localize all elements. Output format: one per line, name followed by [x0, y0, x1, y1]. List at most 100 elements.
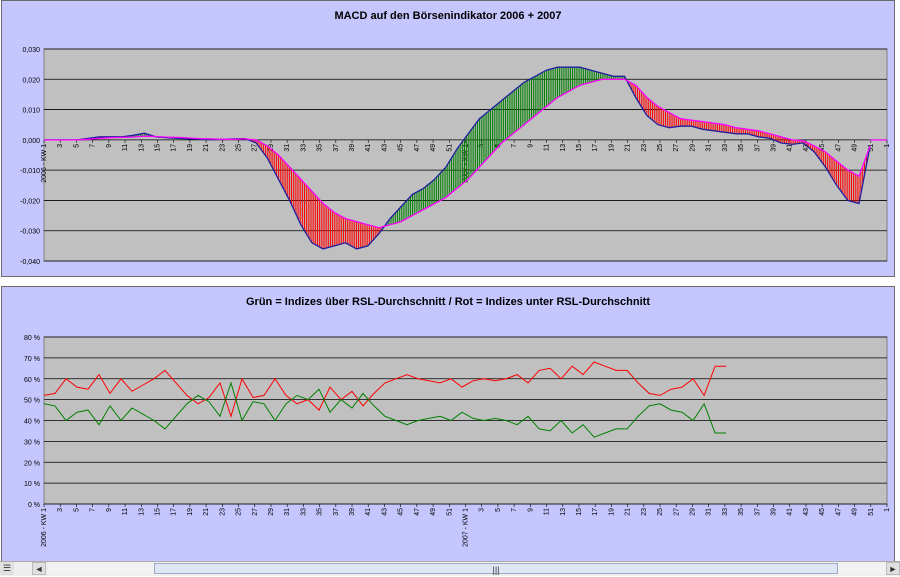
horizontal-scrollbar[interactable]: ☰ ◄ ||| ►	[0, 561, 900, 576]
x-tick-label: 35	[317, 144, 324, 152]
x-tick-label: 9	[527, 508, 534, 512]
y-tick-label: 50 %	[24, 398, 40, 405]
x-tick-label: 35	[317, 508, 324, 516]
x-tick-label: 39	[349, 508, 356, 516]
x-tick-label: 51	[868, 144, 875, 152]
x-tick-label: 23	[219, 144, 226, 152]
x-tick-label: 7	[90, 508, 97, 512]
x-tick-label: 37	[333, 508, 340, 516]
x-tick-label: 15	[154, 508, 161, 516]
x-tick-label: 39	[771, 144, 778, 152]
x-tick-label: 3	[479, 508, 486, 512]
x-tick-label: 31	[706, 508, 713, 516]
x-tick-label: 35	[738, 508, 745, 516]
x-tick-label: 19	[608, 144, 615, 152]
sheet-icon[interactable]: ☰	[0, 562, 14, 575]
scroll-thumb[interactable]: |||	[154, 563, 838, 575]
x-tick-label: 2007 - KW 1	[463, 508, 470, 547]
x-tick-label: 21	[625, 144, 632, 152]
x-tick-label: 31	[284, 508, 291, 516]
x-tick-label: 29	[689, 508, 696, 516]
x-tick-label: 5	[73, 144, 80, 148]
x-tick-label: 7	[511, 508, 518, 512]
x-tick-label: 23	[641, 144, 648, 152]
y-tick-label: 0,010	[22, 108, 40, 115]
x-tick-label: 33	[722, 508, 729, 516]
x-tick-label: 1	[884, 144, 891, 148]
x-tick-label: 13	[560, 144, 567, 152]
x-tick-label: 9	[527, 144, 534, 148]
x-tick-label: 41	[787, 508, 794, 516]
x-tick-label: 27	[673, 144, 680, 152]
x-tick-label: 43	[803, 144, 810, 152]
rsl-chart-title: Grün = Indizes über RSL-Durchschnitt / R…	[246, 296, 650, 308]
y-tick-label: 30 %	[24, 439, 40, 446]
x-tick-label: 43	[381, 508, 388, 516]
x-tick-label: 11	[122, 508, 129, 515]
x-tick-label: 7	[90, 144, 97, 148]
x-tick-label: 47	[835, 508, 842, 516]
x-tick-label: 7	[511, 144, 518, 148]
x-tick-label: 41	[365, 144, 372, 152]
series-line-0	[43, 361, 727, 418]
x-tick-label: 5	[73, 508, 80, 512]
x-tick-label: 47	[835, 144, 842, 152]
x-tick-label: 9	[106, 144, 113, 148]
y-tick-label: 0,020	[22, 77, 40, 84]
x-tick-label: 47	[414, 508, 421, 516]
x-tick-label: 45	[819, 508, 826, 516]
x-tick-label: 11	[122, 144, 129, 151]
x-tick-label: 43	[381, 144, 388, 152]
x-tick-label: 21	[625, 508, 632, 516]
x-tick-label: 51	[446, 144, 453, 152]
rsl-chart-svg: 80 % 70 % 60 % 50 % 40 % 30 % 20 % 10 % 0 %2006 …	[24, 335, 891, 547]
y-tick-label: 10 %	[24, 481, 40, 488]
x-tick-label: 19	[187, 144, 194, 152]
x-tick-label: 17	[592, 144, 599, 152]
x-tick-label: 1	[884, 508, 891, 512]
x-tick-label: 37	[754, 508, 761, 516]
y-tick-label: -0,010	[20, 168, 40, 175]
x-tick-label: 49	[430, 144, 437, 152]
x-tick-label: 27	[252, 144, 259, 152]
scroll-right-button[interactable]: ►	[886, 562, 900, 575]
scroll-left-button[interactable]: ◄	[32, 562, 46, 575]
x-tick-label: 21	[203, 508, 210, 516]
series-line-0	[44, 66, 871, 250]
x-tick-label: 11	[544, 144, 551, 151]
x-tick-label: 5	[495, 508, 502, 512]
y-tick-label: -0,040	[20, 259, 40, 266]
x-tick-label: 17	[171, 144, 178, 152]
x-tick-label: 15	[154, 144, 161, 152]
x-tick-label: 2006 - KW 1	[41, 144, 48, 183]
x-tick-label: 35	[738, 144, 745, 152]
y-tick-label: 20 %	[24, 460, 40, 467]
x-tick-label: 33	[300, 508, 307, 516]
x-tick-label: 25	[657, 508, 664, 516]
x-tick-label: 25	[236, 144, 243, 152]
x-tick-label: 25	[657, 144, 664, 152]
x-tick-label: 27	[673, 508, 680, 516]
y-tick-label: 40 %	[24, 419, 40, 426]
x-tick-label: 9	[106, 508, 113, 512]
x-tick-label: 23	[641, 508, 648, 516]
y-tick-label: 0,030	[22, 47, 40, 54]
x-tick-label: 49	[430, 508, 437, 516]
x-tick-label: 29	[268, 144, 275, 152]
x-tick-label: 51	[868, 508, 875, 516]
x-tick-label: 37	[754, 144, 761, 152]
x-tick-label: 47	[414, 144, 421, 152]
x-tick-label: 17	[171, 508, 178, 516]
x-tick-label: 37	[333, 144, 340, 152]
y-tick-label: 0 %	[28, 502, 40, 509]
x-tick-label: 17	[592, 508, 599, 516]
x-tick-label: 51	[446, 508, 453, 516]
x-tick-label: 49	[852, 508, 859, 516]
y-tick-label: -0,030	[20, 229, 40, 236]
x-tick-label: 31	[284, 144, 291, 152]
x-tick-label: 45	[398, 144, 405, 152]
x-tick-label: 23	[219, 508, 226, 516]
rsl-chart: Grün = Indizes über RSL-Durchschnitt / R…	[1, 286, 895, 562]
x-tick-label: 49	[852, 144, 859, 152]
x-tick-label: 25	[236, 508, 243, 516]
